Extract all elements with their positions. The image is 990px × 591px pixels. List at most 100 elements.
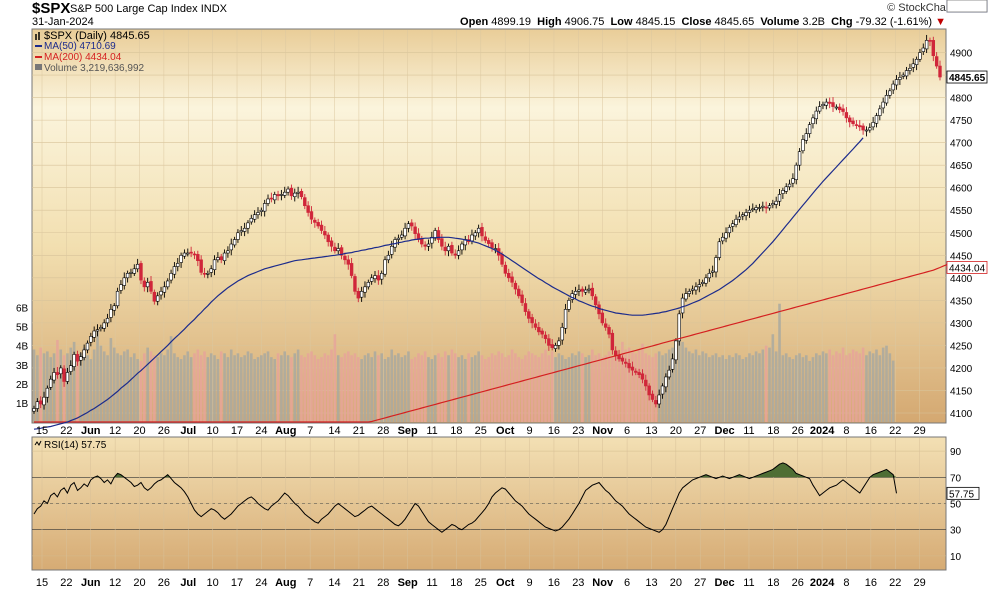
volume-bar <box>815 353 818 422</box>
volume-bar <box>433 355 437 422</box>
x-tick-label: 9 <box>527 577 533 589</box>
volume-bar <box>173 353 176 422</box>
volume-bar <box>239 357 243 422</box>
volume-bar <box>450 349 454 422</box>
candle-body <box>630 366 635 371</box>
volume-bar <box>270 357 273 422</box>
candle-body <box>881 101 885 109</box>
volume-bar <box>811 357 815 422</box>
volume-bar <box>684 347 688 422</box>
candle-body <box>396 237 401 240</box>
candle-body <box>654 400 658 405</box>
candle-body <box>323 231 327 236</box>
candle-body <box>901 74 905 77</box>
volume-bar <box>818 355 821 422</box>
candle-body <box>363 286 367 293</box>
candle-body <box>329 240 334 247</box>
volume-label: Volume <box>760 16 800 28</box>
x-tick-label: 17 <box>231 425 243 437</box>
candle-body <box>537 327 541 333</box>
volume-bar <box>514 353 517 422</box>
candle-body <box>620 357 625 362</box>
x-tick-label: 16 <box>548 577 560 589</box>
volume-bar <box>163 355 166 422</box>
candle-body <box>904 70 909 77</box>
volume-bar <box>637 349 641 422</box>
candle-body <box>453 253 457 256</box>
candle-body <box>814 110 819 120</box>
candle-body <box>386 254 391 261</box>
x-tick-label: 16 <box>865 577 877 589</box>
ma200-price-tag-box <box>946 261 988 274</box>
volume-bar <box>86 355 89 422</box>
candle-body <box>861 125 865 131</box>
rsi-tick-label: 10 <box>950 552 962 563</box>
price-tick-label: 4300 <box>950 319 973 330</box>
candle-body <box>827 101 832 104</box>
candle-body <box>349 263 354 276</box>
candle-body <box>761 205 765 208</box>
candle-body <box>219 256 223 261</box>
candle-body <box>296 191 300 194</box>
volume-bar <box>550 351 554 422</box>
volume-bar <box>447 355 450 422</box>
candle-body <box>242 227 247 232</box>
candle-body <box>102 322 106 329</box>
change-down-arrow-icon: ▼ <box>935 16 946 28</box>
rsi-tag-box <box>946 486 980 500</box>
ma50-line <box>33 137 864 430</box>
price-tick-label: 4500 <box>950 229 973 240</box>
price-tick-label: 4400 <box>950 274 973 285</box>
candle-body <box>299 191 304 198</box>
volume-value: 3.2B <box>802 16 826 28</box>
candle-body <box>704 277 708 284</box>
candle-body <box>500 254 504 265</box>
candle-body <box>369 277 374 282</box>
volume-bar <box>611 357 614 422</box>
volume-bar <box>580 353 584 422</box>
x-tick-label: 8 <box>843 577 849 589</box>
open-label: Open <box>460 16 489 28</box>
volume-bar <box>517 357 521 422</box>
close-value: 4845.65 <box>714 16 755 28</box>
candle-body <box>135 263 140 270</box>
candle-body <box>600 312 605 324</box>
volume-bar <box>377 355 380 422</box>
candle-body <box>379 273 384 280</box>
volume-bar <box>156 357 159 422</box>
volume-bar <box>407 351 410 422</box>
volume-bar <box>116 353 119 422</box>
x-tick-label: 15 <box>36 577 48 589</box>
volume-bar <box>196 349 200 422</box>
volume-bar <box>186 351 190 422</box>
candle-body <box>192 253 197 256</box>
candle-body <box>714 257 718 273</box>
candle-body <box>59 367 63 375</box>
volume-bar <box>356 357 360 422</box>
volume-bar <box>480 355 484 422</box>
volume-bar <box>624 349 628 422</box>
candle-body <box>717 241 722 258</box>
candle-body <box>523 303 528 312</box>
candle-body <box>507 273 511 279</box>
price-tick-label: 4450 <box>950 251 973 262</box>
candle-body <box>343 255 347 261</box>
volume-bar <box>82 347 86 422</box>
candle-body <box>724 232 728 239</box>
candle-body <box>891 83 895 91</box>
volume-bar <box>564 359 567 422</box>
price-tick-label: 4750 <box>950 116 973 127</box>
candle-body <box>807 124 812 134</box>
volume-bar <box>677 334 681 422</box>
volume-bar <box>774 351 778 422</box>
price-tick-label: 4800 <box>950 94 973 105</box>
candle-body <box>821 104 825 106</box>
volume-bar <box>122 351 126 422</box>
volume-bar <box>594 355 597 422</box>
candle-body <box>32 408 36 412</box>
volume-bar <box>881 347 885 422</box>
candle-body <box>797 151 802 166</box>
candle-body <box>767 205 772 209</box>
candle-body <box>838 106 842 111</box>
